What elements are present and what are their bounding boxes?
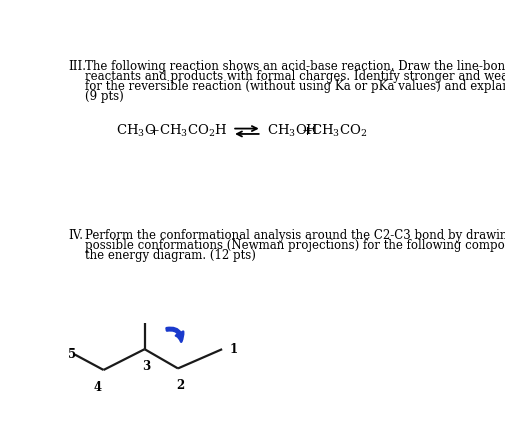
FancyArrowPatch shape xyxy=(166,328,183,342)
Text: 4: 4 xyxy=(93,381,101,394)
Text: reactants and products with formal charges. Identify stronger and weaker acids/b: reactants and products with formal charg… xyxy=(85,70,505,83)
Text: for the reversible reaction (without using Ka or pKa values) and explain your an: for the reversible reaction (without usi… xyxy=(85,80,505,93)
Text: +: + xyxy=(148,125,159,138)
Text: $\mathregular{CH_3OH}$: $\mathregular{CH_3OH}$ xyxy=(267,123,318,139)
Text: $\mathregular{CH_3O}$: $\mathregular{CH_3O}$ xyxy=(116,123,156,139)
Text: the energy diagram. (12 pts): the energy diagram. (12 pts) xyxy=(85,249,256,262)
Text: 3: 3 xyxy=(142,360,150,373)
Text: 2: 2 xyxy=(176,379,184,392)
Text: IV.: IV. xyxy=(69,229,83,242)
Text: $\mathregular{CH_3CO_2H}$: $\mathregular{CH_3CO_2H}$ xyxy=(159,123,227,139)
Text: (9 pts): (9 pts) xyxy=(85,90,123,103)
Text: Perform the conformational analysis around the C2-C3 bond by drawing all the: Perform the conformational analysis arou… xyxy=(85,229,505,242)
Text: III.: III. xyxy=(69,60,86,73)
Text: $\mathregular{CH_3CO_2}$: $\mathregular{CH_3CO_2}$ xyxy=(311,123,367,139)
Text: 5: 5 xyxy=(68,348,76,361)
Text: possible conformations (Newman projections) for the following compound and draw: possible conformations (Newman projectio… xyxy=(85,239,505,252)
Text: The following reaction shows an acid-base reaction. Draw the line-bond structure: The following reaction shows an acid-bas… xyxy=(85,60,505,73)
Text: 1: 1 xyxy=(229,343,237,355)
Text: +: + xyxy=(301,125,312,138)
